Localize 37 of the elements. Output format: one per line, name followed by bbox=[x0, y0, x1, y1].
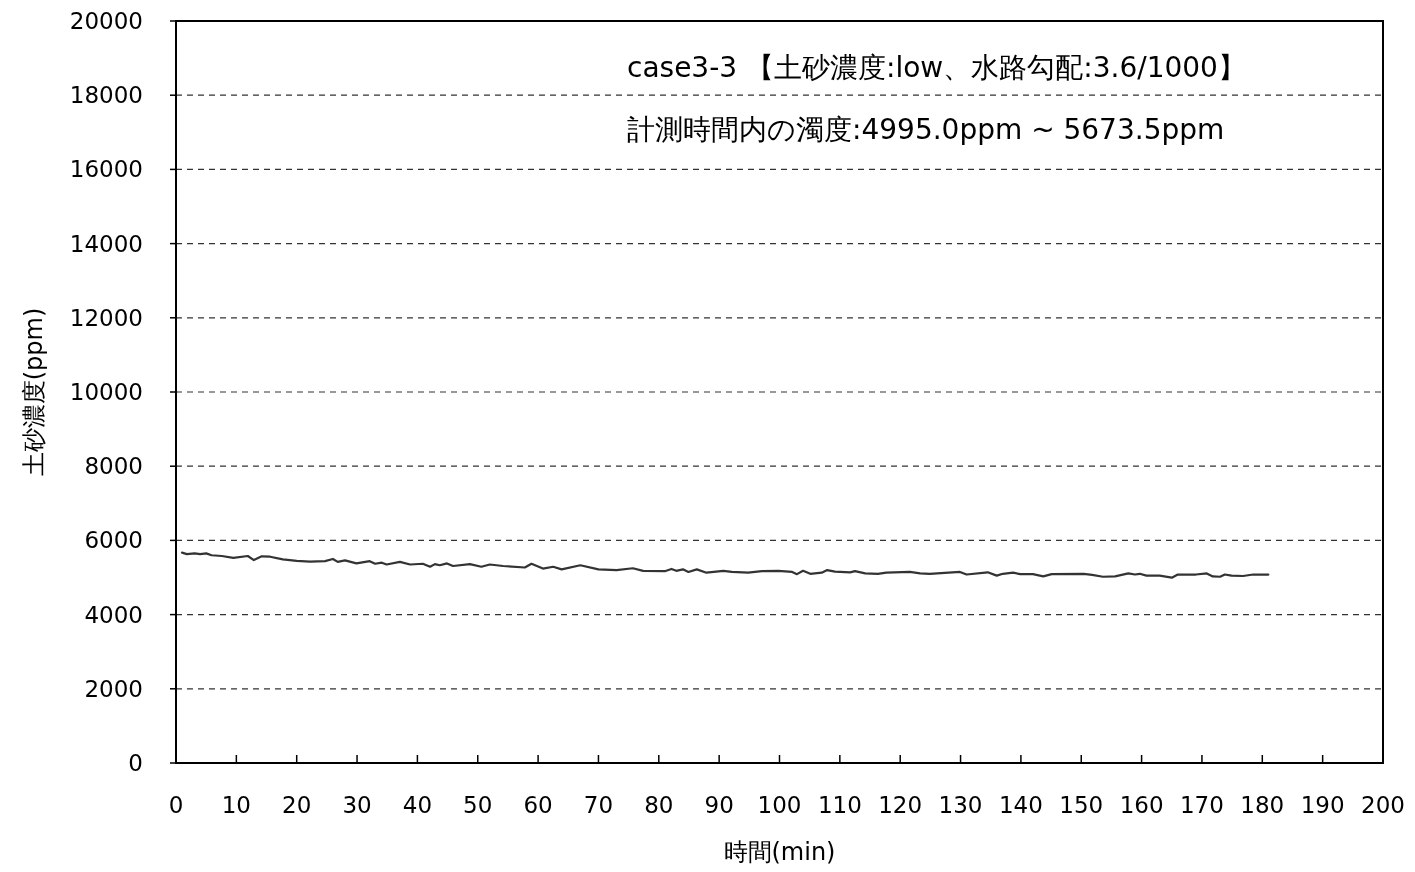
x-tick-label: 50 bbox=[463, 792, 493, 818]
x-tick-label: 30 bbox=[342, 792, 372, 818]
x-tick-label: 190 bbox=[1300, 792, 1345, 818]
x-tick-label: 10 bbox=[221, 792, 251, 818]
x-tick-label: 40 bbox=[402, 792, 433, 818]
line-series bbox=[180, 551, 1270, 579]
x-tick-label: 100 bbox=[757, 792, 802, 818]
x-tick-label: 60 bbox=[523, 792, 553, 818]
y-axis-title: 土砂濃度(ppm) bbox=[20, 307, 48, 477]
y-tick-label: 4000 bbox=[84, 601, 143, 628]
y-tick-label: 0 bbox=[128, 750, 143, 776]
x-tick-label: 150 bbox=[1059, 792, 1104, 818]
y-tick-label: 20000 bbox=[69, 8, 143, 34]
y-tick-label: 18000 bbox=[69, 82, 143, 109]
x-tick-label: 130 bbox=[938, 792, 983, 818]
annotation: case3-3 【土砂濃度:low、水路勾配:3.6/1000】 bbox=[627, 51, 1246, 84]
x-tick-label: 110 bbox=[817, 792, 862, 818]
x-tick-label: 90 bbox=[704, 792, 734, 818]
y-tick-label: 2000 bbox=[84, 675, 143, 702]
x-tick-label: 140 bbox=[998, 792, 1043, 818]
x-axis-title: 時間(min) bbox=[723, 838, 836, 866]
y-tick-label: 14000 bbox=[69, 230, 143, 257]
y-tick-label: 8000 bbox=[84, 453, 143, 480]
x-tick-label: 180 bbox=[1240, 792, 1285, 818]
y-tick-label: 12000 bbox=[69, 304, 143, 331]
x-tick-label: 160 bbox=[1119, 792, 1164, 818]
y-tick-label: 10000 bbox=[69, 379, 143, 405]
x-tick-label: 170 bbox=[1180, 792, 1224, 818]
annotation: 計測時間内の濁度:4995.0ppm ~ 5673.5ppm bbox=[627, 113, 1225, 146]
x-tick-label: 80 bbox=[644, 792, 674, 818]
y-tick-label: 16000 bbox=[69, 156, 143, 183]
x-tick-label: 20 bbox=[282, 792, 312, 818]
x-tick-label: 0 bbox=[168, 792, 184, 818]
y-tick-label: 6000 bbox=[84, 527, 143, 554]
x-tick-label: 200 bbox=[1361, 792, 1405, 818]
x-tick-label: 120 bbox=[878, 792, 923, 818]
x-tick-label: 70 bbox=[583, 792, 614, 818]
